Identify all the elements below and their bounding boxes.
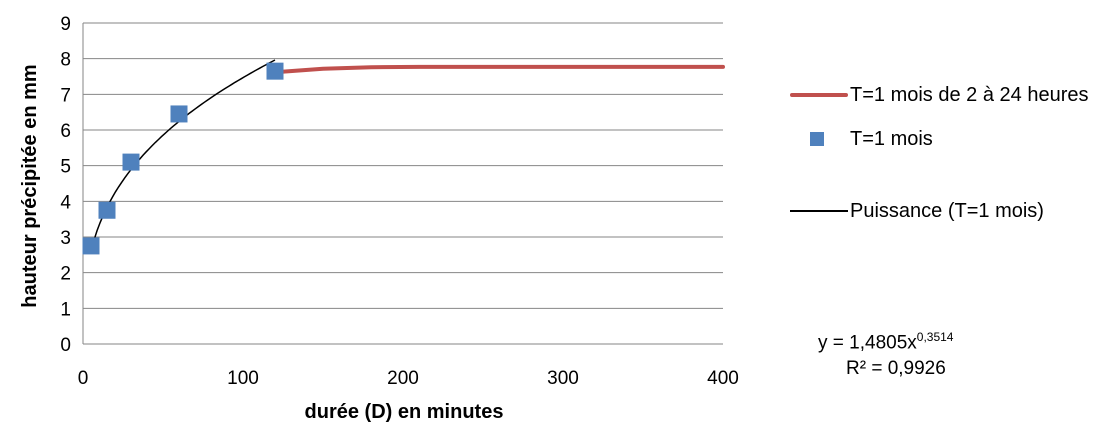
- legend-label-trendline: Puissance (T=1 mois): [850, 200, 1044, 222]
- marker-point-0: [82, 237, 100, 255]
- grid: [83, 22, 723, 309]
- equation-prefix: y = 1,4805x: [818, 332, 917, 354]
- y-tick-8: 8: [60, 50, 71, 71]
- marker-point-2: [122, 153, 140, 171]
- series-power-trendline: [90, 59, 276, 252]
- x-tick-400: 400: [707, 368, 739, 389]
- y-tick-labels: 0 1 2 3 4 5 6 7 8 9: [60, 14, 71, 356]
- r-squared: R² = 0,9926: [846, 358, 946, 380]
- y-axis-title: hauteur précipitée en mm: [19, 64, 41, 307]
- plot-series: [82, 59, 725, 255]
- legend-swatch-trendline: [790, 210, 848, 212]
- marker-point-3: [170, 105, 188, 123]
- y-tick-4: 4: [60, 192, 71, 213]
- x-tick-100: 100: [227, 368, 259, 389]
- x-tick-labels: 0 100 200 300 400: [78, 368, 739, 389]
- axes: [82, 23, 723, 345]
- legend-item-red-line: T=1 mois de 2 à 24 heures: [790, 80, 1110, 110]
- equation-line: y = 1,4805x0,3514: [818, 324, 953, 356]
- legend-label-markers: T=1 mois: [850, 128, 933, 150]
- legend-swatch-markers: [810, 132, 824, 146]
- y-tick-1: 1: [60, 299, 71, 320]
- x-tick-200: 200: [387, 368, 419, 389]
- y-tick-5: 5: [60, 157, 71, 178]
- legend-item-trendline: Puissance (T=1 mois): [790, 196, 1110, 226]
- y-tick-0: 0: [60, 335, 71, 356]
- marker-point-1: [98, 201, 116, 219]
- x-tick-300: 300: [547, 368, 579, 389]
- y-tick-2: 2: [60, 264, 71, 285]
- legend-swatch-red-line: [790, 93, 848, 97]
- legend: T=1 mois de 2 à 24 heures T=1 mois Puiss…: [790, 80, 1110, 226]
- y-tick-7: 7: [60, 85, 71, 106]
- legend-item-markers: T=1 mois: [790, 124, 1110, 154]
- x-axis-title: durée (D) en minutes: [305, 401, 504, 423]
- trendline-equation: y = 1,4805x0,3514 R² = 0,9926: [818, 324, 953, 382]
- y-tick-9: 9: [60, 14, 71, 35]
- y-tick-3: 3: [60, 228, 71, 249]
- x-tick-0: 0: [78, 368, 89, 389]
- series-red-line: [273, 64, 725, 75]
- legend-label-red-line: T=1 mois de 2 à 24 heures: [850, 84, 1089, 106]
- marker-point-4: [266, 62, 284, 80]
- y-tick-6: 6: [60, 121, 71, 142]
- equation-exponent: 0,3514: [916, 330, 954, 344]
